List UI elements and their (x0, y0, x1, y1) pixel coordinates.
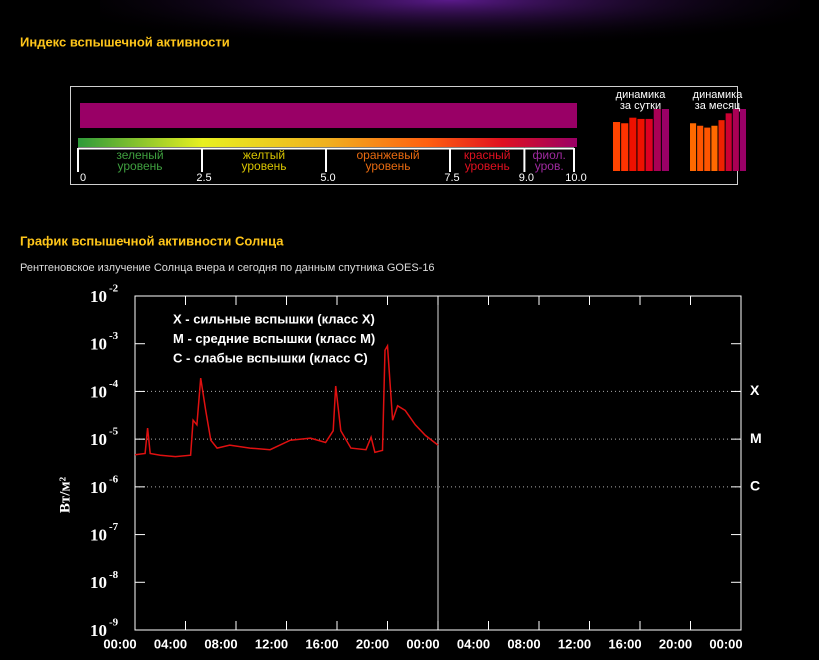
dynamics-label: за месяц (695, 100, 741, 112)
level-label: уровень (465, 159, 510, 173)
y-tick-exponent: -4 (109, 378, 119, 390)
scale-label: 9.0 (519, 172, 534, 184)
y-tick-exponent: -5 (109, 426, 119, 438)
legend-entry: M - средние вспышки (класс M) (173, 331, 375, 346)
level-label: зеленый (116, 148, 163, 162)
level-label: уровень (365, 159, 410, 173)
x-tick-label: 08:00 (507, 636, 540, 651)
level-label: уровень (117, 159, 162, 173)
section-title: График вспышечной активности Солнца (20, 233, 284, 248)
dynamics-bar (718, 120, 725, 171)
x-tick-label: 00:00 (709, 636, 742, 651)
header-nebula (100, 0, 800, 80)
dynamics-bar (697, 125, 704, 171)
level-label: X (750, 382, 760, 398)
dynamics-label: динамика (616, 89, 667, 101)
y-tick-label: 10 (90, 525, 107, 544)
y-tick-label: 10 (90, 287, 107, 306)
level-label: фиол. (533, 148, 566, 162)
dynamics-bar (629, 117, 637, 171)
legend-entry: X - сильные вспышки (класс X) (173, 311, 375, 326)
dynamics-label: за сутки (620, 100, 661, 112)
scale-label: 2.5 (196, 172, 211, 184)
x-tick-label: 00:00 (103, 636, 136, 651)
x-tick-label: 20:00 (659, 636, 692, 651)
y-tick-exponent: -3 (109, 330, 119, 342)
index-bar (80, 103, 577, 128)
dynamics-bar (704, 127, 711, 171)
level-label: C (750, 478, 760, 494)
x-tick-label: 16:00 (608, 636, 641, 651)
dynamics-bar (613, 122, 621, 171)
y-tick-label: 10 (90, 335, 107, 354)
x-tick-label: 04:00 (457, 636, 490, 651)
dynamics-bar (645, 118, 653, 171)
y-tick-exponent: -2 (109, 283, 119, 295)
scale-gradient (78, 138, 577, 147)
level-label: уровень (241, 159, 286, 173)
flux-line (134, 343, 439, 458)
dynamics-bar (653, 109, 661, 171)
y-axis-label: Вт/м² (57, 476, 73, 513)
y-tick-label: 10 (90, 478, 107, 497)
y-tick-label: 10 (90, 430, 107, 449)
level-label: уров. (535, 159, 564, 173)
legend-entry: C - слабые вспышки (класс C) (173, 350, 368, 365)
dynamics-bar (711, 125, 718, 171)
y-tick-exponent: -8 (109, 569, 119, 581)
dynamics-bar (621, 123, 629, 171)
x-tick-label: 04:00 (154, 636, 187, 651)
dynamics-bar (690, 123, 697, 171)
dynamics-bar (637, 118, 645, 171)
x-tick-label: 20:00 (356, 636, 389, 651)
y-tick-label: 10 (90, 573, 107, 592)
dynamics-bar (725, 113, 732, 171)
y-tick-exponent: -7 (109, 521, 119, 533)
level-label: M (750, 430, 762, 446)
dynamics-bar (739, 109, 746, 171)
x-tick-label: 00:00 (406, 636, 439, 651)
scale-label: 0 (80, 172, 86, 184)
dynamics-bar (661, 109, 669, 171)
level-label: оранжевый (356, 148, 419, 162)
y-tick-label: 10 (90, 621, 107, 640)
scale-label: 5.0 (320, 172, 335, 184)
x-tick-label: 12:00 (255, 636, 288, 651)
y-tick-exponent: -6 (109, 473, 119, 485)
x-tick-label: 16:00 (305, 636, 338, 651)
scale-label: 10.0 (565, 172, 586, 184)
x-tick-label: 12:00 (558, 636, 591, 651)
y-tick-exponent: -9 (109, 617, 119, 629)
dynamics-bar (732, 109, 739, 171)
y-tick-label: 10 (90, 382, 107, 401)
level-label: желтый (243, 148, 285, 162)
section-title: Индекс вспышечной активности (20, 34, 230, 49)
dynamics-label: динамика (693, 89, 744, 101)
level-label: красный (464, 148, 511, 162)
subtitle: Рентгеновское излучение Солнца вчера и с… (20, 262, 435, 274)
x-tick-label: 08:00 (204, 636, 237, 651)
scale-label: 7.5 (444, 172, 459, 184)
